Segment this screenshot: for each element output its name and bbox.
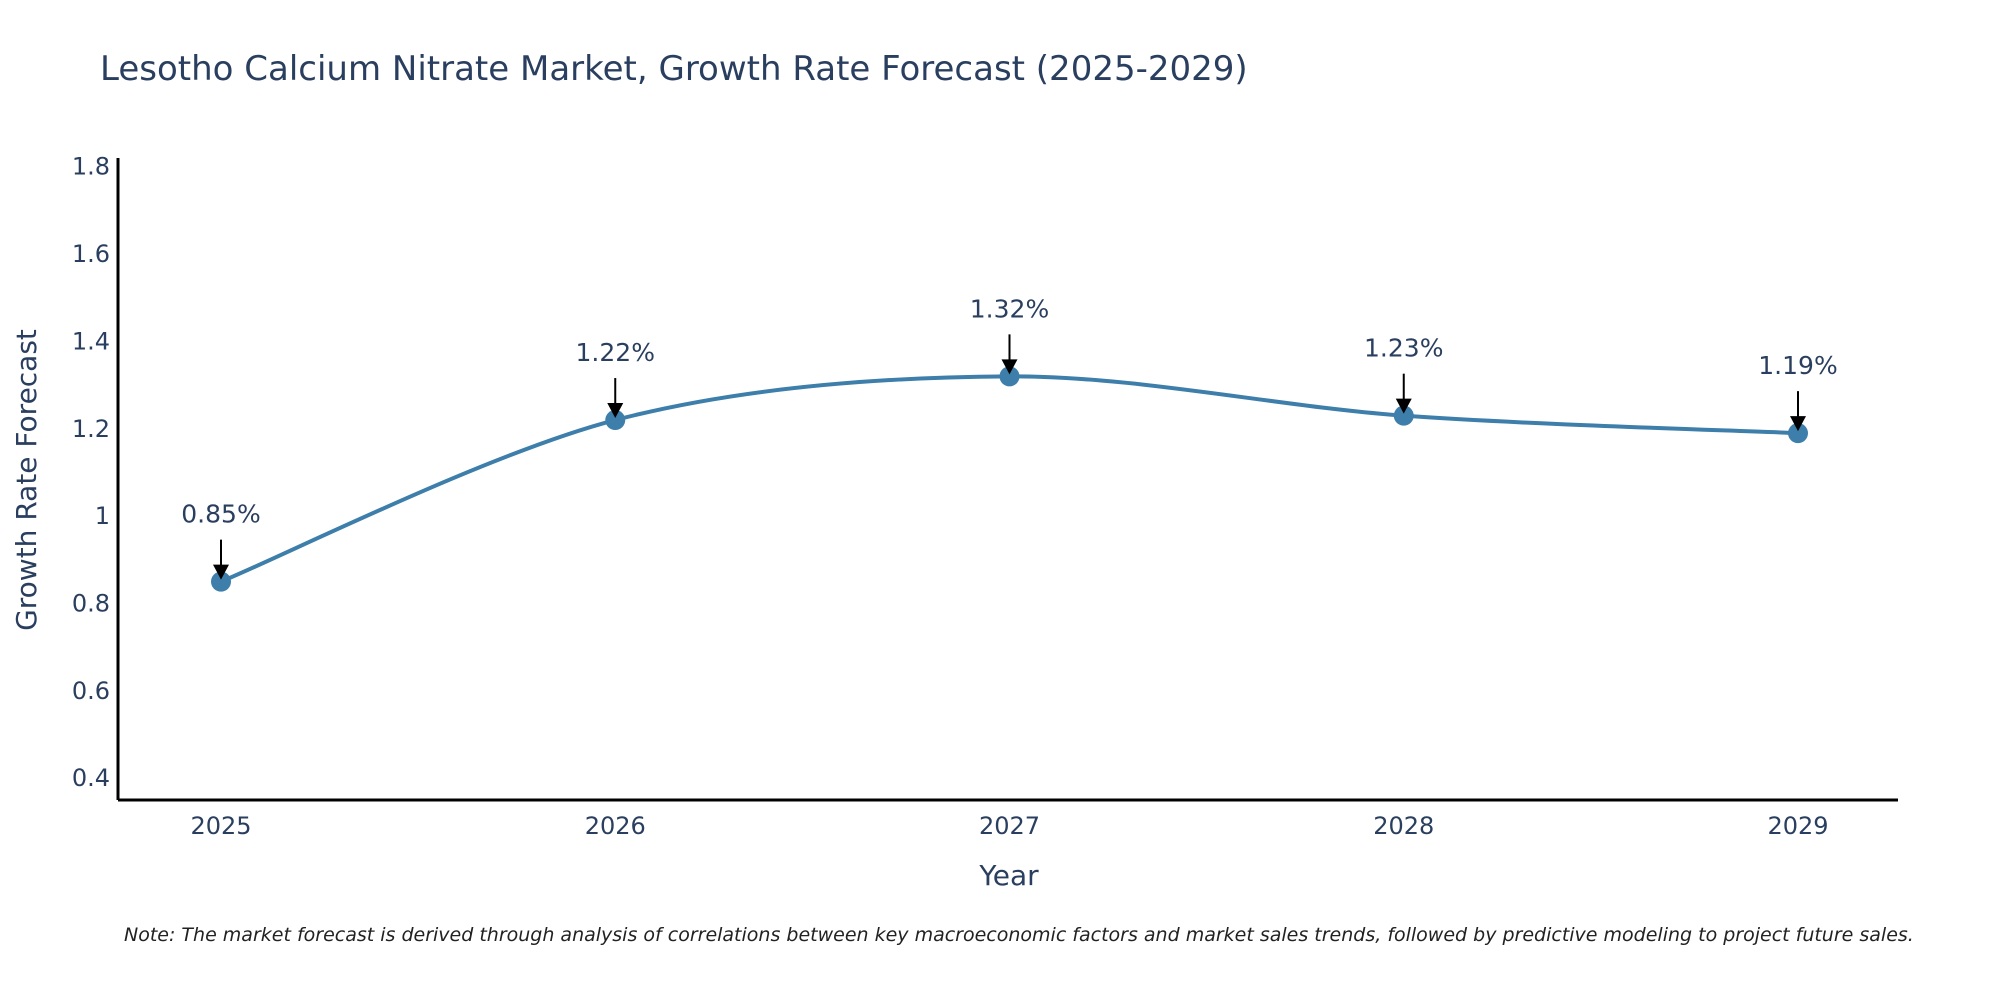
y-tick-label: 1.4 xyxy=(72,327,110,355)
x-axis-title: Year xyxy=(978,859,1039,892)
data-point[interactable] xyxy=(211,571,231,592)
data-label: 0.85% xyxy=(181,500,260,529)
y-axis-title: Growth Rate Forecast xyxy=(10,329,43,631)
x-tick-label: 2028 xyxy=(1373,812,1434,840)
y-tick-label: 1 xyxy=(95,502,110,530)
data-point[interactable] xyxy=(1788,423,1808,444)
data-label: 1.19% xyxy=(1758,351,1837,380)
x-tick-label: 2027 xyxy=(979,812,1040,840)
data-label: 1.23% xyxy=(1364,334,1443,363)
y-tick-label: 1.6 xyxy=(72,240,110,268)
x-tick-label: 2025 xyxy=(190,812,251,840)
series-growth-rate xyxy=(211,366,1808,592)
chart-title: Lesotho Calcium Nitrate Market, Growth R… xyxy=(100,49,1248,89)
y-tick-label: 0.8 xyxy=(72,589,110,617)
data-point[interactable] xyxy=(999,366,1020,387)
annotation-arrow-head xyxy=(1790,416,1806,432)
data-label: 1.32% xyxy=(970,294,1049,323)
footnote: Note: The market forecast is derived thr… xyxy=(124,924,1914,946)
data-point[interactable] xyxy=(1393,405,1414,426)
data-labels: 0.85% 1.22% 1.32% 1.23% 1.19% xyxy=(181,294,1838,580)
y-tick-label: 0.6 xyxy=(72,677,110,705)
y-tick-label: 0.4 xyxy=(72,764,110,792)
annotation-arrow-head xyxy=(607,403,624,419)
x-axis: 2025 2026 2027 2028 2029 xyxy=(118,798,1898,840)
series-line xyxy=(220,374,1799,584)
annotation-arrow-head xyxy=(213,564,229,580)
y-axis: 0.4 0.6 0.8 1 1.2 1.4 1.6 1.8 xyxy=(72,153,120,800)
x-tick-label: 2029 xyxy=(1767,812,1828,840)
data-label: 1.22% xyxy=(576,338,655,367)
y-tick-label: 1.8 xyxy=(72,153,110,181)
y-tick-label: 1.2 xyxy=(72,415,110,443)
data-point[interactable] xyxy=(605,410,626,431)
annotation-arrow-head xyxy=(1395,398,1412,414)
x-tick-label: 2026 xyxy=(585,812,646,840)
annotation-arrow-head xyxy=(1001,359,1018,375)
